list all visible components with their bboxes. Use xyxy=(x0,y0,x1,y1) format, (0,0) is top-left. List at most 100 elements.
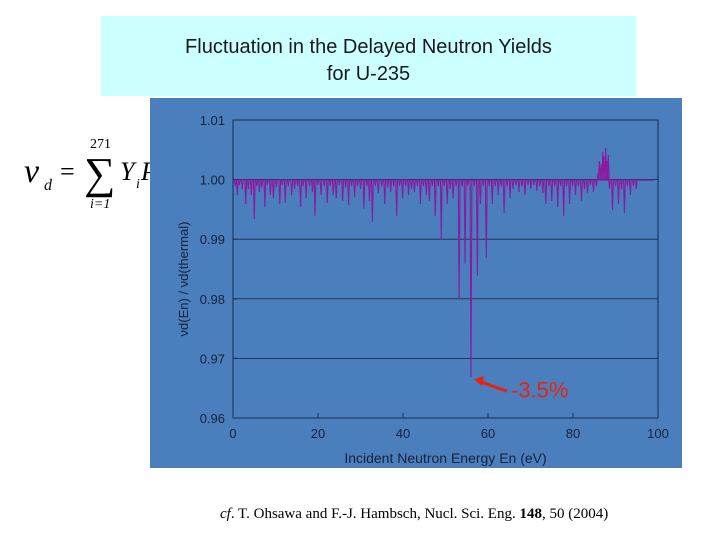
data-point xyxy=(399,185,401,187)
data-point xyxy=(583,187,586,190)
data-point xyxy=(320,193,322,196)
data-point xyxy=(577,185,580,187)
formula-term-Y: Y xyxy=(120,157,137,186)
data-point xyxy=(611,208,614,210)
data-point xyxy=(506,185,508,187)
data-point xyxy=(416,185,418,187)
data-point xyxy=(351,185,353,187)
data-point xyxy=(491,202,493,204)
data-point xyxy=(311,190,314,193)
data-point xyxy=(272,196,274,199)
data-point xyxy=(598,161,600,163)
data-point xyxy=(238,183,240,185)
data-point xyxy=(602,152,604,154)
data-point xyxy=(512,187,514,190)
y-tick-label: 1.01 xyxy=(200,113,225,128)
data-point xyxy=(597,173,599,175)
data-point xyxy=(500,185,502,187)
data-point xyxy=(234,185,236,187)
data-point xyxy=(317,183,319,185)
data-point xyxy=(305,196,307,199)
data-point xyxy=(428,199,430,202)
data-point xyxy=(302,185,304,187)
citation-dot: . xyxy=(230,506,235,522)
data-point xyxy=(390,190,392,193)
data-point xyxy=(287,185,289,187)
data-point xyxy=(446,202,448,204)
data-point xyxy=(425,193,427,196)
x-tick-label: 100 xyxy=(647,426,669,441)
citation-rest: , 50 (2004) xyxy=(541,506,609,522)
data-point xyxy=(405,185,407,187)
data-point xyxy=(524,193,526,196)
data-point xyxy=(608,187,611,190)
y-tick-label: 0.98 xyxy=(200,292,225,307)
data-point xyxy=(557,205,559,207)
formula: ν d = 271 ∑ i=1 Y i P xyxy=(24,137,157,212)
y-tick-label: 0.97 xyxy=(200,351,225,366)
x-tick-label: 0 xyxy=(229,426,236,441)
data-point xyxy=(479,202,481,204)
data-point xyxy=(261,186,263,188)
formula-nu: ν xyxy=(24,153,40,190)
data-point xyxy=(431,185,433,187)
chart: 0.96 0.97 0.98 0.99 1.00 1.01 0 20 40 60 80 100 Inci… xyxy=(176,113,669,466)
x-tick-label: 80 xyxy=(566,426,580,441)
data-point xyxy=(332,193,334,196)
data-point xyxy=(554,185,556,187)
data-point xyxy=(518,190,520,193)
data-point xyxy=(476,274,478,276)
data-point xyxy=(623,211,625,213)
data-point xyxy=(266,183,268,185)
data-point xyxy=(384,202,386,204)
data-point xyxy=(603,156,605,158)
data-point xyxy=(632,185,634,187)
citation-prefix: cf xyxy=(220,506,231,522)
data-point xyxy=(461,185,463,187)
data-point xyxy=(314,214,316,216)
data-point xyxy=(402,196,404,199)
data-point xyxy=(368,199,370,202)
data-point xyxy=(281,183,283,185)
data-point xyxy=(595,185,597,187)
formula-sum-sign: ∑ xyxy=(84,149,115,198)
data-point xyxy=(467,185,469,187)
data-point xyxy=(527,183,529,185)
data-point xyxy=(607,155,609,157)
x-tick-label: 40 xyxy=(396,426,410,441)
data-point xyxy=(323,185,325,187)
data-point xyxy=(236,193,238,196)
x-tick-label: 60 xyxy=(481,426,495,441)
data-point xyxy=(574,193,577,196)
data-point xyxy=(396,214,398,216)
data-point xyxy=(354,195,356,197)
data-point xyxy=(381,185,383,187)
data-point xyxy=(250,193,252,196)
chart-panel xyxy=(150,98,682,468)
annotation-arrow-shaft xyxy=(478,379,508,393)
data-point xyxy=(374,185,376,187)
data-point xyxy=(515,183,517,185)
data-point xyxy=(497,193,499,196)
data-point xyxy=(572,185,574,187)
data-point xyxy=(342,199,344,202)
data-point xyxy=(308,185,311,187)
y-axis-label: νd(En) / νd(thermal) xyxy=(176,222,191,337)
data-point xyxy=(545,202,547,204)
data-point xyxy=(297,185,299,187)
data-point xyxy=(566,185,568,187)
data-point xyxy=(338,183,340,185)
data-point xyxy=(440,238,442,240)
plot-frame xyxy=(232,119,659,419)
data-point xyxy=(539,185,541,187)
data-point xyxy=(485,256,487,258)
data-point xyxy=(294,187,296,190)
data-point xyxy=(329,185,331,187)
data-point xyxy=(503,211,505,213)
data-point xyxy=(284,201,286,203)
data-point xyxy=(563,214,565,216)
series-line xyxy=(233,148,654,377)
data-point xyxy=(548,185,550,187)
data-point xyxy=(494,185,496,187)
data-point xyxy=(291,193,293,196)
